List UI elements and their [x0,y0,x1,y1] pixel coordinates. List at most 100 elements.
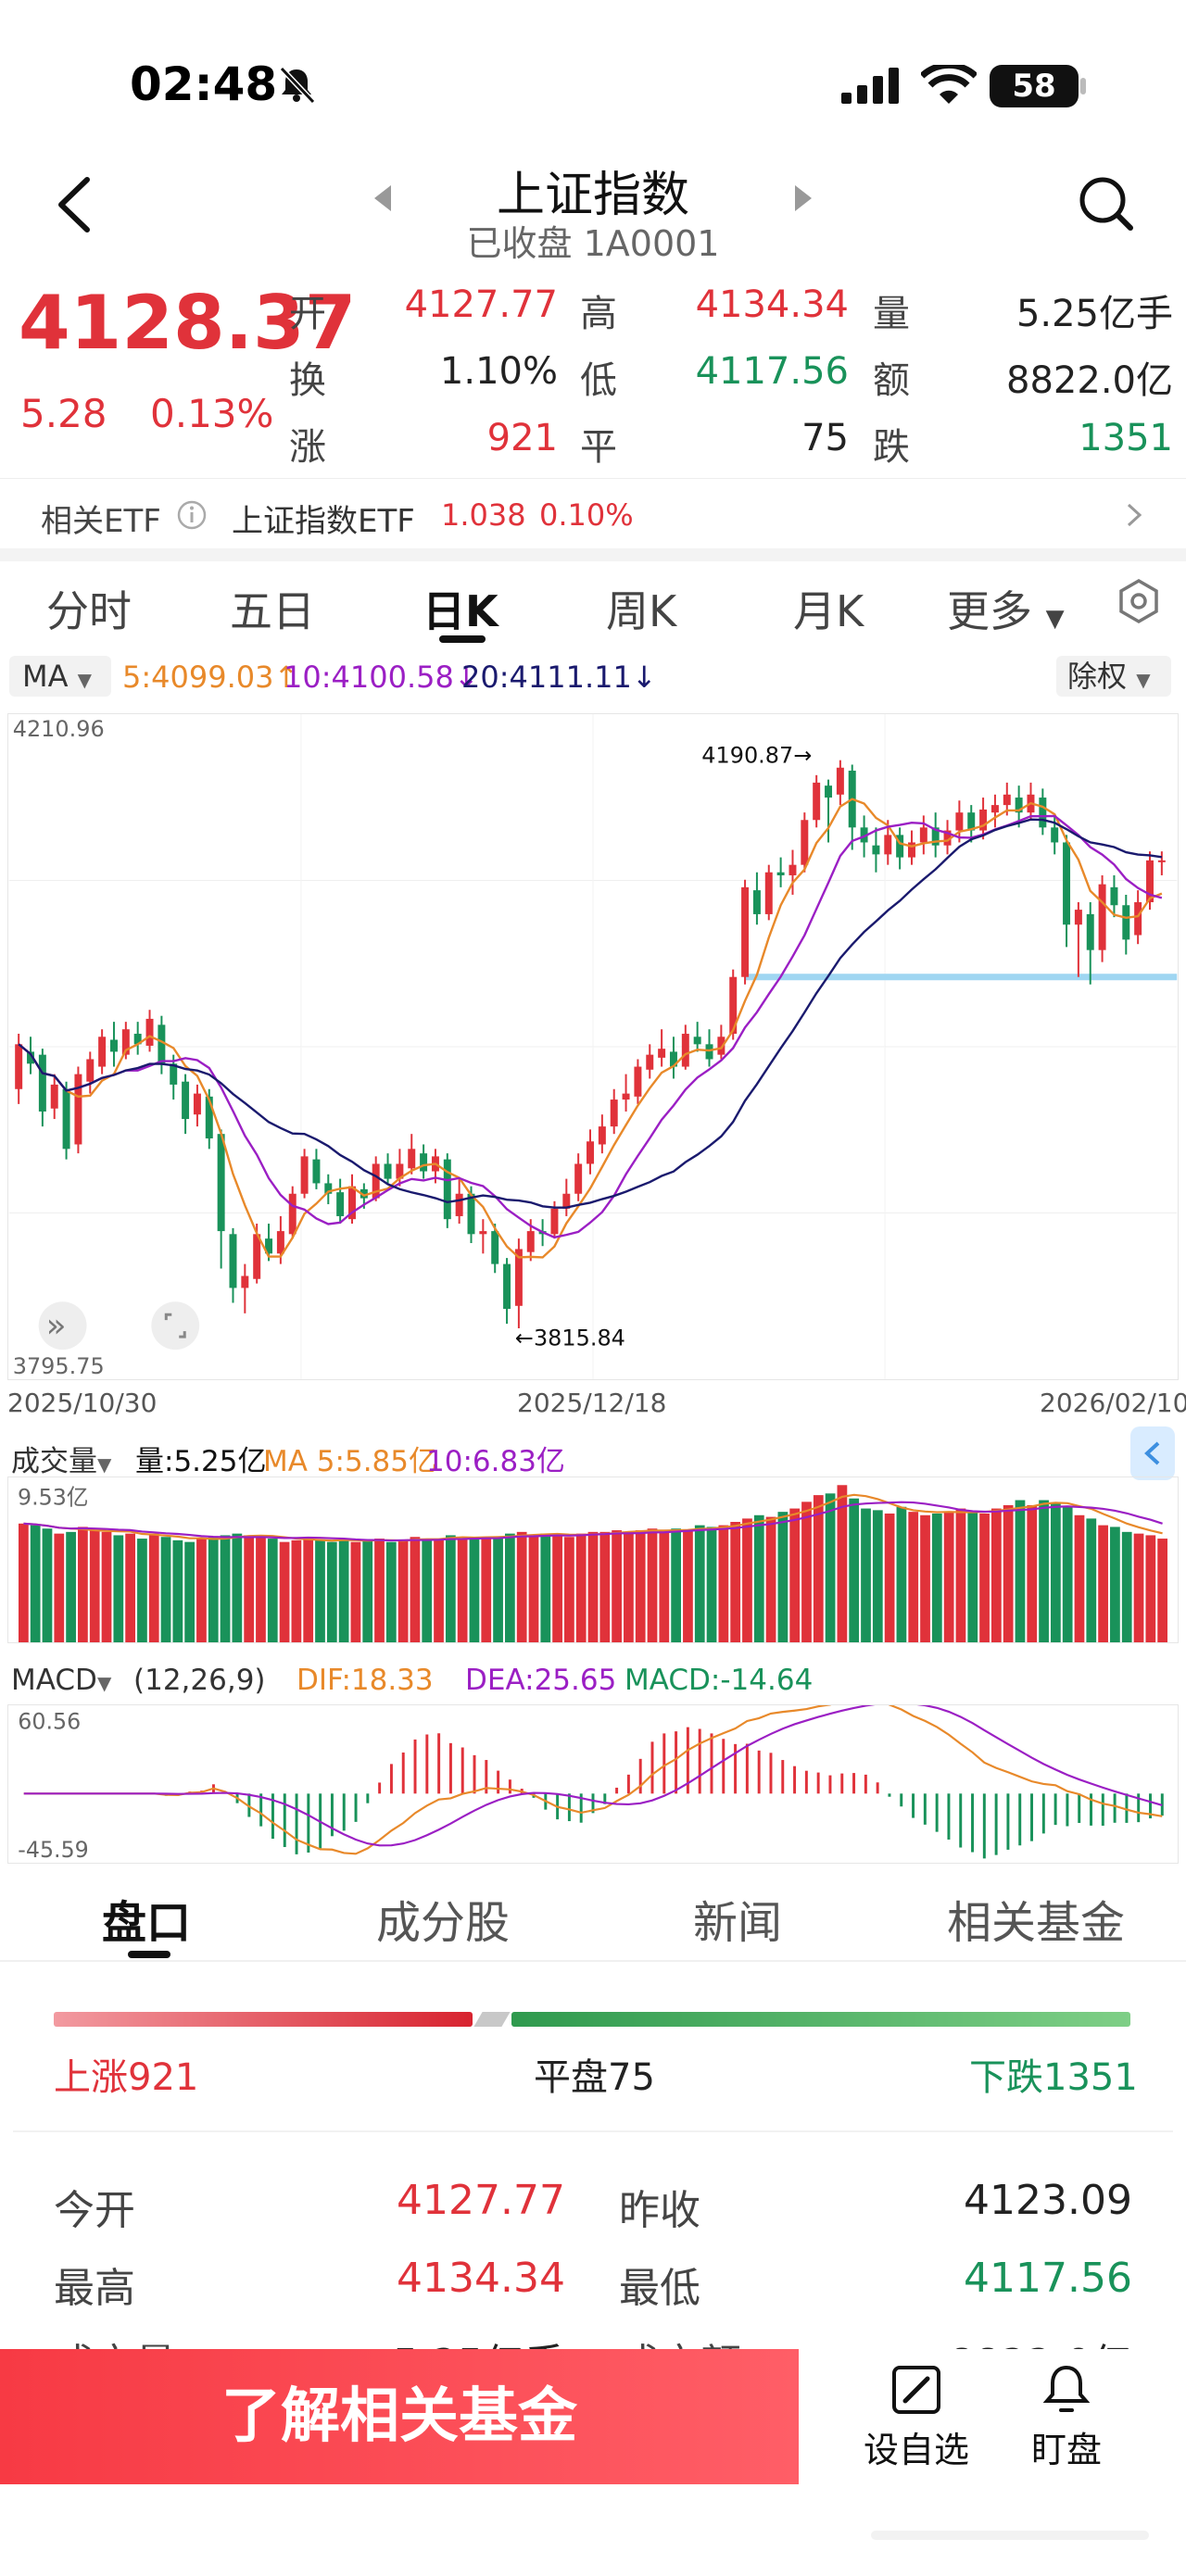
volume-bar [445,1535,456,1642]
y-axis-min-label: 3795.75 [13,1353,105,1379]
volume-bar [742,1518,752,1642]
candle [324,1183,333,1194]
indicator-select-ma[interactable]: MA ▼ [9,656,111,697]
volume-bar [172,1539,183,1642]
expand-chart-glyph: » [46,1307,67,1345]
unchanged-bar [473,2012,511,2027]
macd-indicator-select[interactable]: MACD▼ [11,1664,111,1697]
learn-related-funds-button[interactable]: 了解相关基金 [0,2349,799,2484]
volume-bar [861,1508,871,1642]
search-icon[interactable] [1075,172,1136,233]
volume-bar [291,1539,302,1642]
monitor-button[interactable]: 盯盘 [1016,2362,1117,2473]
candle [681,1034,689,1067]
price-change-percent: 0.13% [150,391,274,436]
section-divider [0,548,1186,561]
macd-axis-min-label: -45.59 [18,1837,88,1863]
macd-params: (12,26,9) [133,1664,266,1697]
tab-order-book[interactable]: 盘口 [102,1897,192,1949]
volume-bar [659,1531,670,1642]
last-price: 4128.37 [19,280,357,366]
tab-related-funds[interactable]: 相关基金 [947,1897,1126,1949]
candle [919,827,927,843]
volume-bar [30,1525,41,1642]
volume-axis-max-label: 9.53亿 [18,1485,89,1511]
fullscreen-icon[interactable] [151,1301,200,1351]
candle [467,1193,475,1235]
add-watchlist-button[interactable]: 设自选 [856,2362,977,2473]
high-value: 4134.34 [695,283,849,326]
candle [669,1051,677,1067]
volume-bar [789,1508,801,1642]
volume-bar [422,1539,433,1642]
tab-weekly-k[interactable]: 周K [606,586,677,636]
volume-bar [279,1541,290,1642]
chevron-right-icon [1127,503,1142,527]
volume-bar [612,1530,622,1642]
related-etf-bar[interactable]: 相关ETF 上证指数ETF 1.038 0.10% [0,478,1186,548]
tab-more[interactable]: 更多 ▼ [947,578,1065,639]
tab-divider [0,1960,1186,1962]
open-label: 开 [289,293,326,335]
ma20-text: 20:4111.11 [461,660,632,695]
volume-bar [528,1535,539,1642]
volume-bar [1145,1535,1156,1642]
candle [62,1088,70,1150]
volume-bar [896,1506,907,1642]
candle [408,1149,416,1169]
ma-select-label: MA [22,659,69,694]
tab-constituents[interactable]: 成分股 [376,1897,511,1949]
amount-label: 额 [873,359,910,402]
candle [276,1231,284,1254]
volume-bar [160,1537,171,1642]
macd-chart[interactable]: 60.56 -45.59 [7,1704,1179,1864]
volume-bar [955,1508,966,1642]
volume-bar [683,1530,693,1642]
candle [241,1275,249,1288]
chart-settings-icon[interactable] [1116,578,1162,624]
candle [86,1059,95,1082]
candle [253,1234,261,1279]
volume-bar [635,1530,646,1642]
candle [193,1093,201,1115]
next-index-icon[interactable] [789,182,817,215]
candle [1134,902,1142,936]
candle [479,1231,487,1235]
volume-bar [849,1498,860,1642]
volume-indicator-select[interactable]: 成交量▼ [11,1438,111,1479]
volume-chart[interactable]: 9.53亿 [7,1476,1179,1643]
candle [455,1193,463,1216]
kline-chart[interactable]: 4210.96 3795.75 4190.87→ ←3815.84 » [7,713,1179,1380]
volume-bar [66,1531,76,1642]
candle [514,1249,523,1306]
unchanged-count: 平盘75 [534,2056,655,2099]
adjustment-select[interactable]: 除权 ▼ [1056,656,1171,697]
info-icon[interactable] [176,499,208,531]
volume-select-label: 成交量 [11,1445,97,1478]
active-bottom-tab-indicator [128,1951,170,1958]
tab-daily-k[interactable]: 日K [423,586,498,636]
back-icon[interactable] [48,172,104,237]
volume-bar [1051,1503,1061,1642]
previous-index-icon[interactable] [369,182,397,215]
collapse-panel-button[interactable] [1130,1426,1175,1480]
open-value: 4127.77 [404,283,558,326]
unchanged-label: 平 [580,426,617,469]
volume-bar [220,1535,231,1642]
tab-news[interactable]: 新闻 [693,1897,783,1949]
page-title: 上证指数 [496,168,689,223]
candle [574,1163,583,1194]
tab-intraday[interactable]: 分时 [46,586,132,636]
volume-bar [694,1525,705,1642]
candle [610,1100,618,1127]
bell-icon [1042,2365,1091,2412]
decliners-value: 1351 [1079,417,1173,459]
macd-dif-line [23,1705,1163,1855]
tab-monthly-k[interactable]: 月K [793,586,864,636]
tab-five-day[interactable]: 五日 [230,586,315,636]
volume-ma10-line [23,1501,1163,1542]
expand-chart-icon[interactable]: » [38,1301,87,1351]
unchanged-value: 75 [801,417,849,459]
candle [74,1074,82,1145]
macd-dea: DEA:25.65 [465,1664,617,1697]
